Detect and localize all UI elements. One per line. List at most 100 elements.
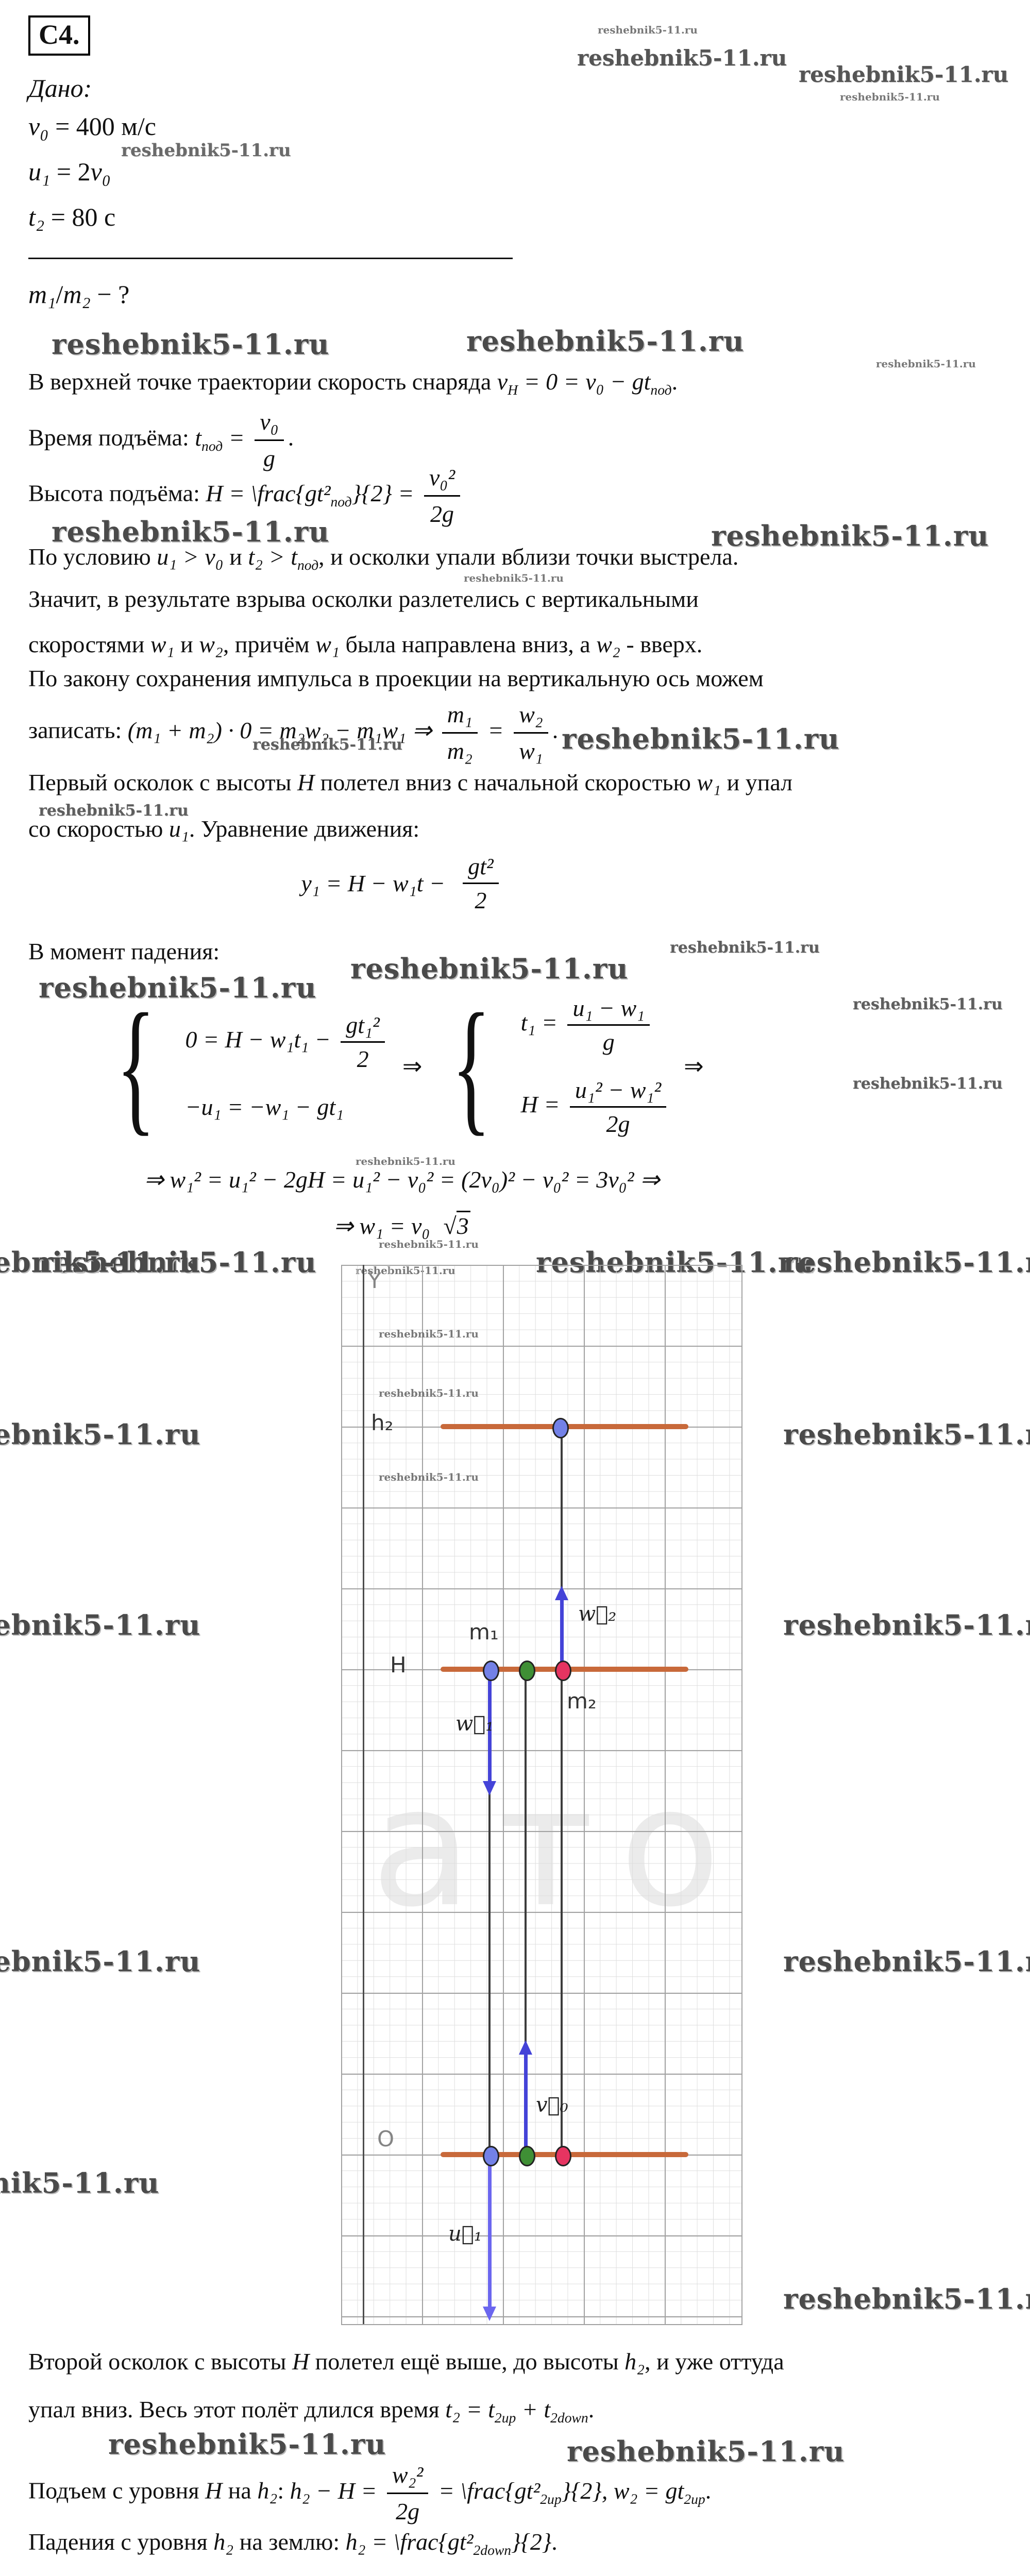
question: m₁/m₂ − ? [28, 280, 130, 309]
implies-arrow: ⇒ [402, 1053, 423, 1079]
brace: { [451, 983, 492, 1149]
m2-point-H [555, 1660, 571, 1681]
watermark: reshebnik5-11.ru [670, 939, 820, 957]
equation-motion: y₁ = H − w₁t − gt² 2 [0, 853, 804, 914]
v0-vector-label: v⃗₀ [536, 2093, 568, 2117]
watermark: reshebnik5-11.ru [350, 952, 629, 985]
implies-arrow: ⇒ [684, 1053, 704, 1079]
paragraph: В верхней точке траектории скорость снар… [28, 368, 678, 398]
w2-vector [560, 1599, 564, 1669]
m2-point-O [555, 2146, 571, 2166]
H-label: H [390, 1652, 407, 1677]
w2-vector-head [555, 1586, 568, 1600]
watermark: reshebnik5-11.ru [0, 1945, 201, 1978]
w1-vector-head [483, 1781, 496, 1795]
given-line: t₂ = 80 с [28, 202, 116, 231]
watermark: reshebnik5-11.ru [108, 2428, 386, 2461]
m2-label: m₂ [567, 1688, 597, 1714]
y-axis [363, 1265, 364, 2324]
paragraph: Падения с уровня h₂ на землю: h₂ = \frac… [28, 2529, 558, 2558]
paragraph: По условию u₁ > v₀ и t₂ > tпод, и осколк… [28, 544, 739, 573]
watermark: reshebnik5-11.ru [577, 45, 787, 71]
center-point-H [519, 1660, 535, 1681]
watermark: reshebnik5-11.ru [567, 2435, 845, 2468]
system-eq: H = u₁² − w₁² 2g [521, 1076, 671, 1138]
watermark: reshebnik5-11.ru [783, 1945, 1030, 1978]
watermark: reshebnik5-11.ru [783, 1608, 1030, 1641]
y-axis-label: Y [368, 1268, 381, 1293]
watermark: reshebnik5-11.ru [711, 519, 989, 552]
paragraph: скоростями w₁ и w₂, причём w₁ была напра… [28, 631, 703, 657]
paragraph: Время подъёма: tпод = v₀ g. [28, 407, 294, 473]
paragraph: Подъем с уровня H на h₂: h₂ − H = w₂² 2g … [28, 2460, 711, 2526]
w1-vector [488, 1677, 492, 1781]
watermark: reshebnik5-11.ru [853, 995, 1003, 1013]
brace: { [116, 983, 156, 1149]
watermark: reshebnik5-11.ru [379, 1471, 479, 1483]
O-label: O [377, 2126, 395, 2151]
paragraph: записать: (m₁ + m₂) · 0 = m₂w₂ − m₁w₁ ⇒ … [28, 700, 558, 766]
system-left: 0 = H − w₁t₁ − gt₁² 2 −u₁ = −w₁ − gt₁ [185, 1011, 389, 1121]
watermark: reshebnik5-11.ru [0, 1246, 201, 1279]
watermark: reshebnik5-11.ru [252, 736, 402, 754]
watermark: reshebnik5-11.ru [783, 1418, 1030, 1451]
diagram-grid: Y h₂ H O m₁ m₂ w⃗₂ w⃗₁ v⃗₀ u⃗ [341, 1238, 742, 2325]
watermark: reshebnik5-11.ru [52, 515, 330, 548]
watermark: reshebnik5-11.ru [562, 722, 840, 755]
problem-label: С4. [28, 15, 90, 56]
h2-point [552, 1418, 569, 1438]
given-line: v₀ = 400 м/с [28, 112, 157, 141]
m1-point-H [483, 1660, 499, 1681]
watermark: reshebnik5-11.ru [39, 802, 189, 820]
system-eq: t₁ = u₁ − w₁ g [521, 994, 654, 1056]
u1-vector-head [483, 2307, 496, 2321]
v0-vector [524, 2053, 528, 2155]
trajectory-m2 [561, 1427, 563, 2155]
paragraph: Высота подъёма: H = \frac{gt²под}{2} = v… [28, 463, 464, 529]
paragraph: Второй осколок с высоты H полетел ещё вы… [28, 2348, 784, 2375]
watermark: reshebnik5-11.ru [0, 1608, 201, 1641]
center-point-O [519, 2146, 535, 2166]
u1-vector-label: u⃗₁ [448, 2222, 482, 2246]
watermark: reshebnik5-11.ru [379, 1328, 479, 1340]
watermark: reshebnik5-11.ru [799, 62, 1009, 87]
equation-w1: ⇒ w₁ = v₀ √3 [0, 1210, 804, 1240]
paragraph: со скоростью u₁. Уравнение движения: [28, 816, 420, 842]
watermark: reshebnik5-11.ru [876, 358, 976, 370]
m1-point-O [483, 2146, 499, 2166]
watermark: reshebnik5-11.ru [0, 1418, 201, 1451]
v0-vector-head [519, 2040, 532, 2055]
paragraph: упал вниз. Весь этот полёт длился время … [28, 2396, 595, 2426]
system-right: t₁ = u₁ − w₁ g H = u₁² − w₁² 2g [521, 994, 671, 1138]
watermark: reshebnik5-11.ru [598, 24, 698, 36]
w1-vector-label: w⃗₁ [455, 1712, 494, 1736]
watermark: reshebnik5-11.ru [0, 2166, 160, 2199]
watermark: reshebnik5-11.ru [783, 2282, 1030, 2315]
watermark: reshebnik5-11.ru [840, 91, 940, 103]
h2-label: h₂ [371, 1410, 394, 1435]
watermark: reshebnik5-11.ru [783, 1246, 1030, 1279]
trajectory-center [525, 1669, 527, 2155]
watermark: reshebnik5-11.ru [121, 140, 291, 161]
w2-vector-label: w⃗₂ [578, 1602, 617, 1626]
paragraph: По закону сохранения импульса в проекции… [28, 665, 764, 691]
given-divider [28, 258, 513, 259]
paragraph: Значит, в результате взрыва осколки разл… [28, 586, 699, 612]
watermark: reshebnik5-11.ru [39, 1246, 317, 1279]
paragraph: В момент падения: [28, 938, 220, 964]
system-eq: 0 = H − w₁t₁ − gt₁² 2 [185, 1011, 389, 1073]
watermark: reshebnik5-11.ru [379, 1238, 479, 1250]
watermark: reshebnik5-11.ru [356, 1155, 455, 1167]
watermark: reshebnik5-11.ru [39, 971, 317, 1004]
m1-label: m₁ [469, 1619, 499, 1645]
watermark: reshebnik5-11.ru [466, 325, 745, 358]
watermark: reshebnik5-11.ru [52, 328, 330, 361]
given-line: u₁ = 2v₀ [28, 157, 111, 186]
equation-system: { 0 = H − w₁t₁ − gt₁² 2 −u₁ = −w₁ − gt₁ ⇒… [0, 983, 804, 1149]
watermark: reshebnik5-11.ru [379, 1387, 479, 1399]
given-title: Дано: [28, 74, 92, 103]
trajectory-m1 [488, 1669, 491, 2155]
u1-vector [488, 2159, 492, 2307]
watermark: reshebnik5-11.ru [464, 572, 564, 584]
